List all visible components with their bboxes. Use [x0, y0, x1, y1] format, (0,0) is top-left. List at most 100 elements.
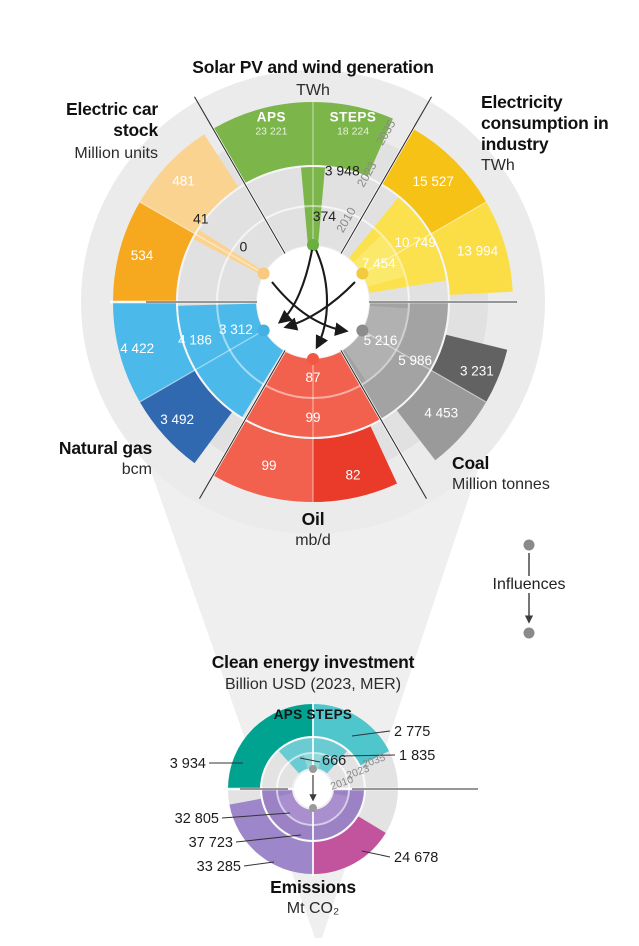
arc-2035-aps — [431, 334, 508, 402]
callout-label-investment-2023: 1 835 — [399, 748, 435, 764]
value-label-electricity_industry-steps: 13 994 — [457, 244, 499, 259]
investment-title: Clean energy investment — [211, 652, 415, 672]
arc-2035-steps — [229, 798, 313, 874]
value-label-aps: 23 221 — [255, 126, 287, 138]
value-label-electric_cars-y2023: 41 — [193, 210, 209, 226]
value-label-steps: 18 224 — [337, 125, 369, 137]
bottom-influence-source-dot — [309, 765, 317, 773]
bottom-scenario-labels: APS STEPS — [273, 707, 353, 722]
scenario-divider-white — [139, 201, 264, 275]
influence-arrow-electricity_industry-to-natural_gas — [283, 281, 356, 331]
funnel-beam — [140, 440, 488, 938]
arc-2035-steps — [313, 704, 390, 766]
natural_gas-hub-dot — [257, 324, 270, 337]
value-label-coal-aps: 3 231 — [460, 364, 494, 379]
investment-unit: Billion USD (2023, MER) — [224, 676, 402, 693]
influence-arrow-solar-to-oil — [315, 249, 329, 350]
callout-line-emissions-aps — [361, 850, 391, 858]
legend-source-dot — [523, 539, 535, 551]
sector-solar-arcs — [213, 102, 393, 246]
callout-line-emissions-steps — [243, 861, 275, 867]
callout-label-emissions-2010: 32 805 — [175, 811, 219, 827]
scenario-divider-white — [362, 201, 487, 275]
electric_cars-hub-dot — [257, 267, 270, 280]
callout-line-investment-steps — [351, 730, 391, 737]
arc-2035-steps — [431, 202, 513, 295]
callout-line-investment-2010 — [299, 757, 321, 763]
sector-title-solar: Solar PV and wind generation — [192, 57, 434, 77]
arc-2010 — [278, 793, 348, 824]
legend-target-dot — [523, 627, 535, 639]
arc-2035-aps — [313, 426, 398, 502]
value-label-oil-steps: 99 — [261, 458, 276, 473]
value-label-oil-y2010: 87 — [305, 370, 320, 385]
sector-electric_cars-arcs — [113, 134, 265, 302]
arc-2035-aps — [381, 128, 487, 234]
emissions-arcs — [229, 789, 386, 874]
arc-2035-steps — [139, 134, 239, 234]
oil-hub-dot — [307, 353, 319, 365]
scenario-divider-white — [139, 329, 264, 403]
arc-2035-steps — [313, 102, 393, 177]
sector-natural_gas-arcs — [113, 302, 284, 464]
sector-guide-line — [340, 96, 432, 255]
coal-hub-dot — [356, 324, 369, 337]
electricity_industry-hub-dot — [356, 267, 369, 280]
arc-2035-aps — [213, 102, 313, 184]
callout-label-investment-steps: 2 775 — [394, 724, 430, 740]
sector-guide-line — [199, 349, 286, 499]
callout-label-investment-aps: 3 934 — [170, 756, 206, 772]
sector-unit-electricity-industry: TWh — [481, 157, 515, 174]
callout-label-emissions-2023: 37 723 — [189, 835, 233, 851]
value-label-electric_cars-aps: 534 — [131, 248, 154, 263]
sector-title-electricity-industry: Electricity consumption in industry — [481, 92, 609, 154]
sector-title-natural-gas: Natural gas — [58, 438, 152, 458]
sector-guide-line — [194, 96, 286, 255]
sector-title-electric-cars: Electric car stock — [66, 99, 158, 140]
value-label-electricity_industry-y2010: 7 454 — [362, 256, 396, 271]
value-label-natural_gas-y2010: 3 312 — [219, 322, 253, 337]
value-label-natural_gas-aps: 3 492 — [160, 412, 194, 427]
value-label-natural_gas-steps: 4 422 — [120, 341, 154, 356]
emissions-unit: Mt CO₂ — [286, 900, 340, 917]
value-label-coal-y2023: 5 986 — [398, 353, 432, 368]
value-label-electric_cars-y2010: 0 — [240, 238, 248, 254]
sector-unit-oil: mb/d — [295, 532, 331, 549]
scenario-label-steps: STEPS — [330, 109, 377, 124]
sector-title-coal: Coal — [452, 453, 490, 473]
arc-2035-aps — [228, 704, 313, 789]
sector-unit-electric-cars: Million units — [74, 145, 158, 162]
value-label-coal-steps: 4 453 — [424, 406, 458, 421]
callout-label-emissions-steps: 33 285 — [197, 859, 241, 875]
emissions-title: Emissions — [270, 877, 356, 897]
value-label-electricity_industry-y2023: 10 749 — [395, 235, 436, 250]
bottom-influence-target-dot — [309, 804, 317, 812]
value-label-electric_cars-steps: 481 — [172, 173, 195, 188]
callout-line-emissions-2023 — [235, 834, 302, 843]
influences-legend-label: Influences — [490, 576, 568, 593]
sector-unit-natural-gas: bcm — [121, 461, 152, 478]
value-label-electricity_industry-aps: 15 527 — [413, 174, 454, 189]
solar-hub-dot — [307, 239, 319, 251]
arc-2035-steps — [213, 420, 313, 502]
arc-2010 — [344, 305, 408, 381]
arc-2035-aps — [139, 370, 232, 464]
value-label-solar-y2010: 374 — [313, 208, 337, 224]
value-label-oil-y2023: 99 — [305, 410, 320, 425]
influence-arrow-electric_cars-to-coal — [271, 281, 349, 337]
arc-2010 — [218, 309, 279, 378]
callout-line-emissions-2010 — [221, 812, 291, 819]
value-label-oil-aps: 82 — [346, 467, 361, 482]
sector-coal-arcs — [341, 302, 508, 461]
arc-2035-aps — [313, 816, 386, 874]
callout-line-investment-2023 — [340, 754, 396, 757]
arc-2035-steps — [396, 370, 487, 461]
sector-unit-coal: Million tonnes — [452, 476, 550, 493]
scenario-label-aps: APS — [257, 110, 286, 125]
callout-label-emissions-aps: 24 678 — [394, 850, 438, 866]
arc-2035-aps — [113, 202, 195, 302]
sector-title-oil: Oil — [301, 509, 325, 529]
scenario-divider-white — [362, 329, 487, 403]
